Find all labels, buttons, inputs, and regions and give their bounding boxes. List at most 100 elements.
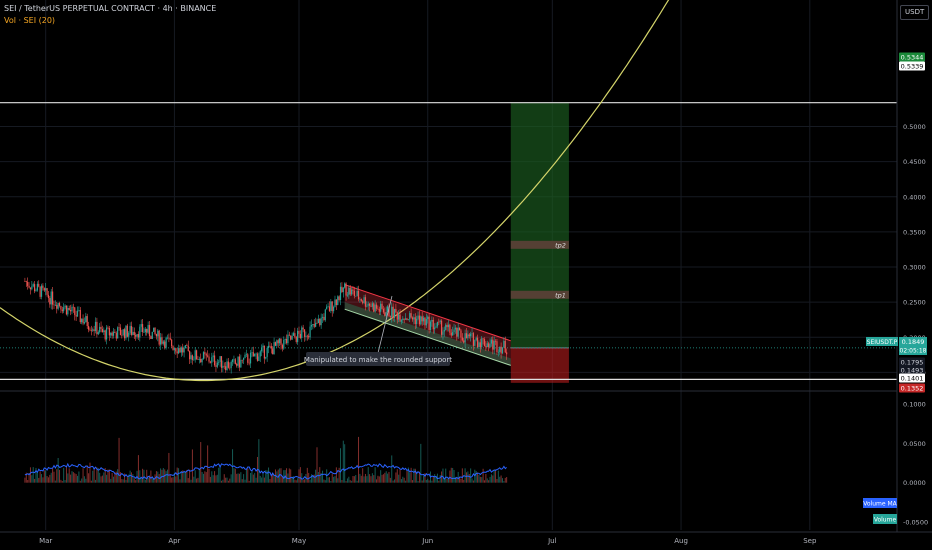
candle-body	[470, 333, 472, 337]
candle-body	[42, 285, 44, 289]
candle	[190, 352, 192, 364]
candle-body	[422, 317, 425, 322]
volume-bar	[65, 466, 67, 483]
candle-body	[393, 309, 396, 318]
candle-body	[107, 327, 109, 329]
tp-marker-tp2: tp2	[510, 240, 569, 249]
candle	[342, 287, 344, 298]
candle-body	[492, 339, 494, 350]
volume-bar	[43, 470, 45, 483]
candle	[395, 303, 397, 314]
volume-bar	[140, 477, 142, 483]
volume-bar	[107, 469, 109, 483]
candle	[478, 340, 480, 349]
candle	[497, 349, 499, 357]
candle	[226, 358, 228, 372]
volume-bar	[324, 480, 326, 483]
currency-button[interactable]: USDT	[900, 5, 930, 20]
volume-bar	[128, 474, 130, 483]
volume-bar	[496, 478, 498, 483]
candle	[468, 333, 470, 339]
candle-body	[111, 332, 113, 336]
candle	[117, 326, 119, 339]
volume-bar	[416, 471, 418, 483]
candle	[312, 323, 314, 330]
candle	[234, 358, 236, 365]
volume-bar	[463, 479, 465, 483]
candle	[32, 282, 34, 288]
candle-body	[266, 348, 268, 357]
volume-bar	[342, 440, 344, 483]
candle-body	[82, 318, 84, 324]
candle-body	[299, 333, 301, 339]
volume-bar	[178, 468, 180, 483]
candle	[450, 329, 452, 338]
volume-bar	[70, 474, 72, 483]
candle	[247, 353, 249, 366]
long-position-tool[interactable]	[510, 102, 569, 383]
candle	[488, 341, 490, 352]
candle-body	[472, 333, 475, 346]
volume-bar	[95, 479, 97, 483]
candle-body	[501, 347, 504, 354]
volume-bar	[142, 468, 144, 483]
volume-bar	[117, 469, 119, 483]
volume-bar	[218, 467, 220, 483]
volume-bar	[184, 472, 186, 483]
volume-bar	[60, 479, 62, 483]
candle-body	[333, 306, 335, 312]
candle-body	[172, 346, 174, 350]
candle	[315, 317, 317, 328]
candle-body	[38, 283, 40, 287]
candle	[308, 333, 310, 340]
volume-bar	[308, 472, 310, 483]
candle-body	[168, 337, 170, 339]
candle	[162, 340, 164, 346]
candle	[237, 356, 239, 369]
candle	[470, 331, 472, 342]
candle	[184, 345, 187, 349]
candle-body	[227, 361, 230, 368]
candle-body	[248, 362, 250, 364]
candle-body	[493, 340, 495, 350]
candle	[136, 334, 138, 340]
candle-body	[60, 305, 62, 310]
time-tick-label: May	[292, 537, 306, 545]
annotation-callout[interactable]: Manipulated to make the rounded support	[304, 295, 452, 366]
candle-body	[366, 305, 368, 307]
candle-body	[457, 327, 459, 337]
volume-bar	[252, 474, 254, 483]
candle	[371, 301, 373, 310]
candle-body	[452, 332, 454, 336]
candle	[153, 327, 155, 332]
candle-body	[195, 350, 198, 360]
volume-bar	[209, 476, 211, 483]
candle	[439, 319, 441, 325]
rounded-support-curve[interactable]	[0, 0, 673, 382]
horizontal-levels[interactable]	[0, 102, 897, 380]
volume-bar	[258, 439, 260, 483]
volume-bar	[398, 474, 400, 483]
candle	[310, 319, 313, 331]
volume-bar	[137, 455, 139, 483]
candle-body	[158, 330, 160, 345]
volume-bar	[172, 477, 174, 483]
candle	[385, 306, 387, 317]
volume-bar	[465, 472, 467, 483]
candle	[483, 337, 486, 347]
candle-body	[450, 332, 452, 336]
volume-bar	[364, 473, 366, 483]
volume-bar	[334, 476, 336, 483]
candle-body	[428, 316, 430, 331]
candle-body	[39, 286, 41, 297]
candle-body	[481, 338, 483, 348]
candle-body	[483, 339, 486, 346]
candle-body	[151, 331, 153, 339]
volume-bar	[349, 480, 351, 483]
volume-bar	[38, 477, 40, 483]
candle	[45, 282, 47, 296]
candle-body	[429, 321, 432, 331]
take-profit-markers[interactable]: tp2 tp1	[510, 240, 569, 299]
candle	[454, 324, 457, 334]
